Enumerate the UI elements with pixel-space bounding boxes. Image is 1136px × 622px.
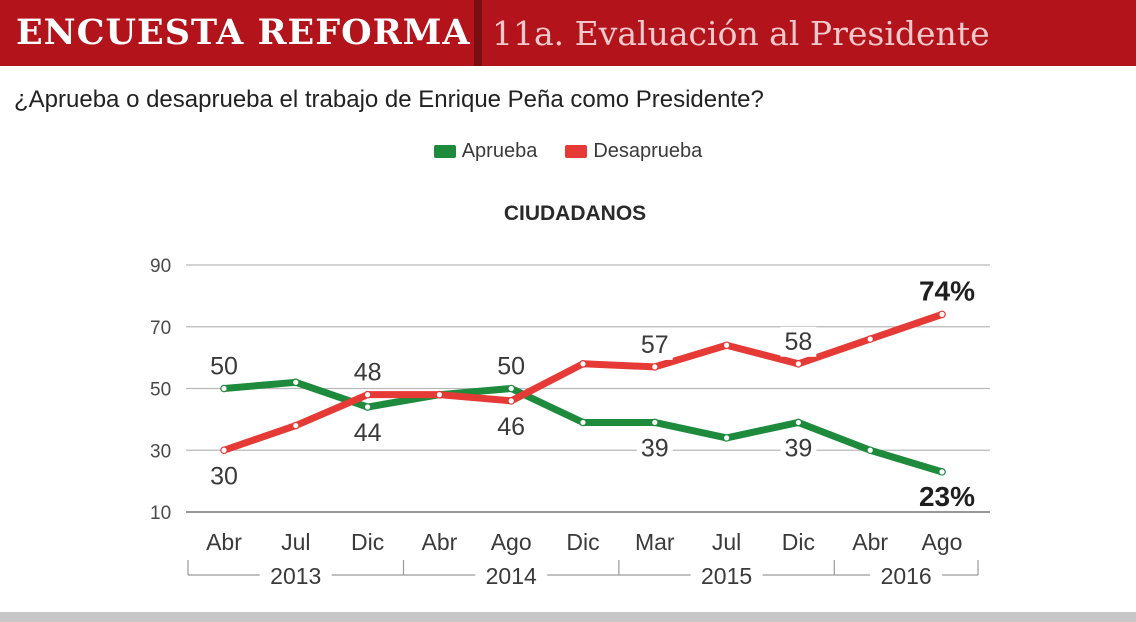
data-point-aprueba [291, 378, 300, 387]
x-tick-label: Dic [782, 529, 815, 555]
data-label: 44 [354, 419, 382, 447]
y-tick-label: 90 [150, 256, 171, 277]
data-point-desaprueba [866, 335, 875, 343]
data-point-desaprueba [579, 359, 587, 368]
data-label: 57 [641, 331, 669, 359]
header-divider [474, 0, 482, 66]
y-tick-label: 50 [150, 380, 171, 401]
data-point-desaprueba [938, 310, 946, 319]
data-label: 48 [354, 359, 382, 387]
chart-legend: Aprueba Desaprueba [0, 138, 1136, 164]
chart-title: CIUDADANOS [503, 202, 647, 225]
data-point-aprueba [363, 403, 372, 411]
footer-band [0, 612, 1136, 622]
data-point-desaprueba [650, 363, 659, 371]
data-label-bg [636, 433, 673, 464]
legend-swatch-aprueba [433, 144, 456, 158]
header-bar: ENCUESTA REFORMA 11a. Evaluación al Pres… [0, 0, 1136, 66]
brand-title: ENCUESTA REFORMA [16, 12, 471, 53]
data-label: 50 [210, 353, 238, 381]
data-label-bg [493, 411, 530, 442]
data-label-bg [206, 351, 242, 382]
data-point-desaprueba [220, 446, 228, 455]
data-point-desaprueba [291, 421, 300, 430]
x-tick-label: Jul [281, 529, 310, 555]
legend-label-aprueba: Aprueba [461, 139, 538, 162]
legend-swatch-desaprueba [565, 144, 588, 158]
year-label: 2016 [881, 563, 932, 589]
survey-question: ¿Aprueba o desaprueba el trabajo de Enri… [14, 86, 764, 113]
data-point-aprueba [938, 468, 946, 476]
x-tick-label: Dic [566, 529, 599, 555]
data-label: 39 [784, 434, 812, 462]
data-label-bg [349, 418, 386, 449]
year-label-bg [475, 563, 548, 589]
x-tick-label: Mar [635, 529, 675, 555]
year-label: 2013 [270, 563, 321, 589]
x-tick-label: Abr [852, 529, 888, 555]
x-tick-label: Dic [351, 529, 384, 555]
series-line-desaprueba [220, 310, 946, 454]
data-label: 30 [210, 462, 238, 490]
x-tick-label: Abr [206, 529, 242, 555]
data-point-aprueba [579, 418, 587, 427]
data-point-desaprueba [507, 397, 516, 405]
data-label-bg [206, 461, 242, 492]
data-label-bg [636, 329, 673, 360]
year-label: 2014 [486, 563, 537, 589]
data-label: 39 [641, 434, 669, 462]
legend-item-desaprueba: Desaprueba [565, 138, 702, 164]
data-point-aprueba [794, 418, 803, 427]
data-label: 74% [919, 275, 975, 306]
data-label: 23% [919, 481, 975, 512]
data-label-bg [493, 351, 530, 382]
y-tick-label: 70 [150, 318, 171, 339]
x-tick-label: Jul [712, 529, 741, 555]
x-tick-label: Abr [422, 529, 458, 555]
data-point-aprueba [650, 418, 659, 427]
data-point-desaprueba [722, 341, 731, 350]
data-label: 50 [497, 353, 525, 381]
data-label: 46 [497, 413, 525, 441]
data-point-desaprueba [435, 390, 444, 399]
data-point-aprueba [507, 384, 516, 393]
data-point-desaprueba [794, 359, 803, 368]
data-point-aprueba [722, 434, 731, 442]
data-point-aprueba [866, 446, 875, 455]
series-line-aprueba [220, 378, 946, 476]
data-label-bg [780, 326, 817, 357]
data-label-bg [780, 433, 817, 464]
x-tick-label: Ago [922, 529, 963, 555]
data-label: 58 [784, 328, 812, 356]
year-label-bg [690, 563, 763, 589]
data-point-aprueba [220, 384, 228, 393]
legend-label-desaprueba: Desaprueba [593, 139, 703, 162]
data-label-bg [349, 357, 386, 388]
y-tick-label: 30 [150, 441, 171, 462]
section-title: 11a. Evaluación al Presidente [492, 14, 990, 53]
year-label-bg [259, 563, 332, 589]
x-tick-label: Ago [491, 529, 532, 555]
year-label-bg [870, 563, 943, 589]
legend-item-aprueba: Aprueba [433, 138, 538, 164]
y-tick-label: 10 [150, 503, 171, 524]
year-label: 2015 [701, 563, 752, 589]
data-point-desaprueba [363, 390, 372, 399]
